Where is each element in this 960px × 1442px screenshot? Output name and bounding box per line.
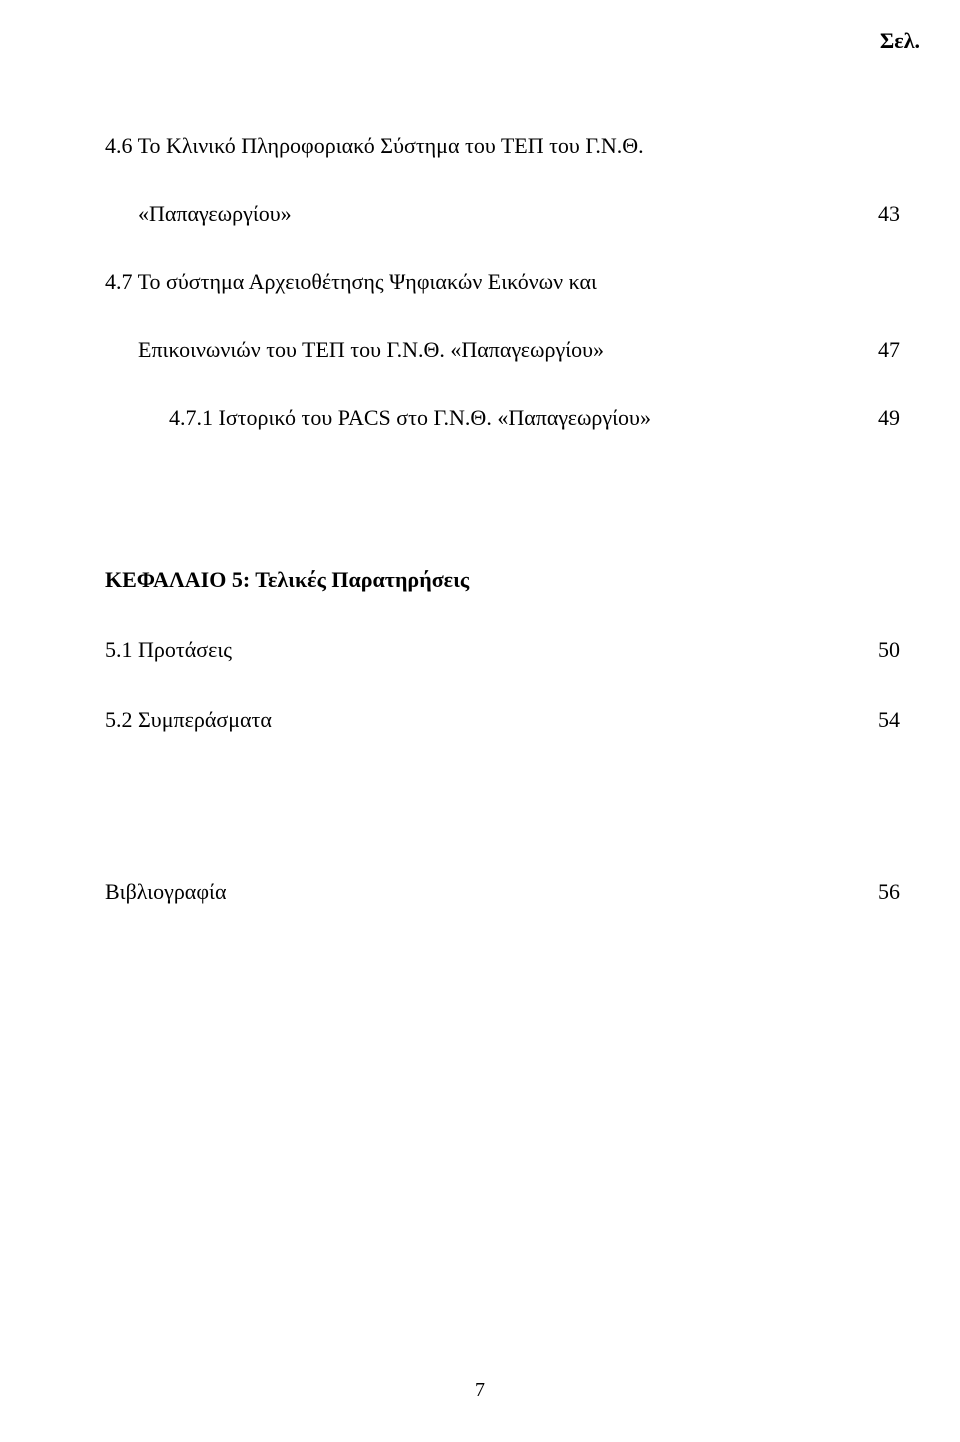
toc-entry: 4.7 Το σύστημα Αρχειοθέτησης Ψηφιακών Ει… [105, 271, 900, 293]
toc-entry: 4.6 Το Κλινικό Πληροφοριακό Σύστημα του … [105, 135, 900, 157]
toc-entry: Επικοινωνιών του ΤΕΠ του Γ.Ν.Θ. «Παπαγεω… [105, 339, 900, 361]
toc-content: 4.6 Το Κλινικό Πληροφοριακό Σύστημα του … [105, 135, 900, 903]
toc-entry: «Παπαγεωργίου» 43 [105, 203, 900, 225]
toc-bibliography: Βιβλιογραφία 56 [105, 881, 900, 903]
toc-entry: 4.7.1 Ιστορικό του PACS στο Γ.Ν.Θ. «Παπα… [105, 407, 900, 429]
toc-label: Επικοινωνιών του ΤΕΠ του Γ.Ν.Θ. «Παπαγεω… [138, 339, 860, 361]
toc-page-number: 47 [860, 339, 900, 361]
toc-label: «Παπαγεωργίου» [138, 203, 860, 225]
toc-page-number: 54 [860, 709, 900, 731]
toc-label: 4.6 Το Κλινικό Πληροφοριακό Σύστημα του … [105, 135, 900, 157]
toc-page-number: 49 [860, 407, 900, 429]
toc-label: 4.7 Το σύστημα Αρχειοθέτησης Ψηφιακών Ει… [105, 271, 900, 293]
toc-chapter-heading: ΚΕΦΑΛΑΙΟ 5: Τελικές Παρατηρήσεις [105, 569, 900, 591]
page-column-header-text: Σελ. [880, 28, 920, 53]
chapter-title: ΚΕΦΑΛΑΙΟ 5: Τελικές Παρατηρήσεις [105, 569, 900, 591]
toc-label: 4.7.1 Ιστορικό του PACS στο Γ.Ν.Θ. «Παπα… [169, 407, 860, 429]
page-number: 7 [475, 1379, 485, 1401]
toc-label: 5.2 Συμπεράσματα [105, 709, 860, 731]
toc-page-number: 56 [860, 881, 900, 903]
page-column-header: Σελ. [880, 28, 920, 54]
toc-entry: 5.2 Συμπεράσματα 54 [105, 709, 900, 731]
bibliography-label: Βιβλιογραφία [105, 881, 860, 903]
toc-entry: 5.1 Προτάσεις 50 [105, 639, 900, 661]
toc-page-number: 50 [860, 639, 900, 661]
page-footer: 7 [0, 1379, 960, 1402]
toc-page-number: 43 [860, 203, 900, 225]
toc-label: 5.1 Προτάσεις [105, 639, 860, 661]
